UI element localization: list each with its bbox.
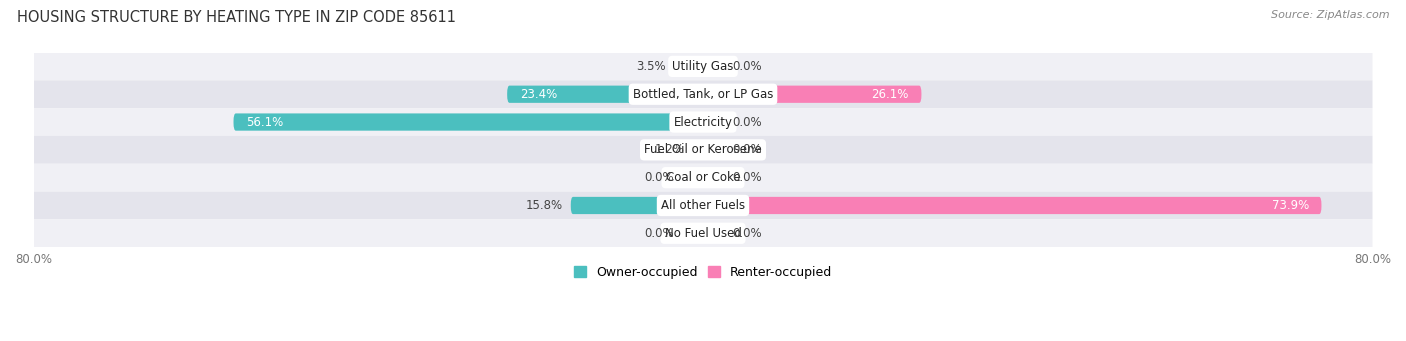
FancyBboxPatch shape	[508, 86, 703, 103]
Text: 56.1%: 56.1%	[246, 116, 284, 129]
FancyBboxPatch shape	[682, 169, 703, 186]
Text: No Fuel Used: No Fuel Used	[665, 227, 741, 240]
Text: Fuel Oil or Kerosene: Fuel Oil or Kerosene	[644, 143, 762, 157]
Text: Source: ZipAtlas.com: Source: ZipAtlas.com	[1271, 10, 1389, 20]
Legend: Owner-occupied, Renter-occupied: Owner-occupied, Renter-occupied	[568, 261, 838, 284]
FancyBboxPatch shape	[34, 219, 1372, 247]
FancyBboxPatch shape	[34, 53, 1372, 80]
Text: 0.0%: 0.0%	[733, 143, 762, 157]
FancyBboxPatch shape	[233, 114, 703, 131]
FancyBboxPatch shape	[682, 225, 703, 242]
Text: 0.0%: 0.0%	[733, 227, 762, 240]
FancyBboxPatch shape	[693, 141, 703, 159]
FancyBboxPatch shape	[703, 114, 724, 131]
Text: 0.0%: 0.0%	[733, 171, 762, 184]
Text: Coal or Coke: Coal or Coke	[665, 171, 741, 184]
Text: 73.9%: 73.9%	[1271, 199, 1309, 212]
FancyBboxPatch shape	[673, 58, 703, 75]
Text: Utility Gas: Utility Gas	[672, 60, 734, 73]
Text: 0.0%: 0.0%	[733, 60, 762, 73]
FancyBboxPatch shape	[703, 197, 1322, 214]
FancyBboxPatch shape	[703, 169, 724, 186]
FancyBboxPatch shape	[703, 86, 921, 103]
Text: 15.8%: 15.8%	[526, 199, 562, 212]
FancyBboxPatch shape	[34, 192, 1372, 219]
Text: Bottled, Tank, or LP Gas: Bottled, Tank, or LP Gas	[633, 88, 773, 101]
FancyBboxPatch shape	[34, 136, 1372, 164]
Text: 0.0%: 0.0%	[644, 227, 673, 240]
FancyBboxPatch shape	[34, 108, 1372, 136]
Text: 0.0%: 0.0%	[644, 171, 673, 184]
FancyBboxPatch shape	[703, 225, 724, 242]
Text: 23.4%: 23.4%	[520, 88, 557, 101]
Text: All other Fuels: All other Fuels	[661, 199, 745, 212]
Text: HOUSING STRUCTURE BY HEATING TYPE IN ZIP CODE 85611: HOUSING STRUCTURE BY HEATING TYPE IN ZIP…	[17, 10, 456, 25]
FancyBboxPatch shape	[34, 164, 1372, 192]
Text: 26.1%: 26.1%	[872, 88, 908, 101]
FancyBboxPatch shape	[703, 141, 724, 159]
Text: 3.5%: 3.5%	[636, 60, 665, 73]
FancyBboxPatch shape	[703, 58, 724, 75]
Text: 1.2%: 1.2%	[655, 143, 685, 157]
FancyBboxPatch shape	[34, 80, 1372, 108]
Text: Electricity: Electricity	[673, 116, 733, 129]
Text: 0.0%: 0.0%	[733, 116, 762, 129]
FancyBboxPatch shape	[571, 197, 703, 214]
